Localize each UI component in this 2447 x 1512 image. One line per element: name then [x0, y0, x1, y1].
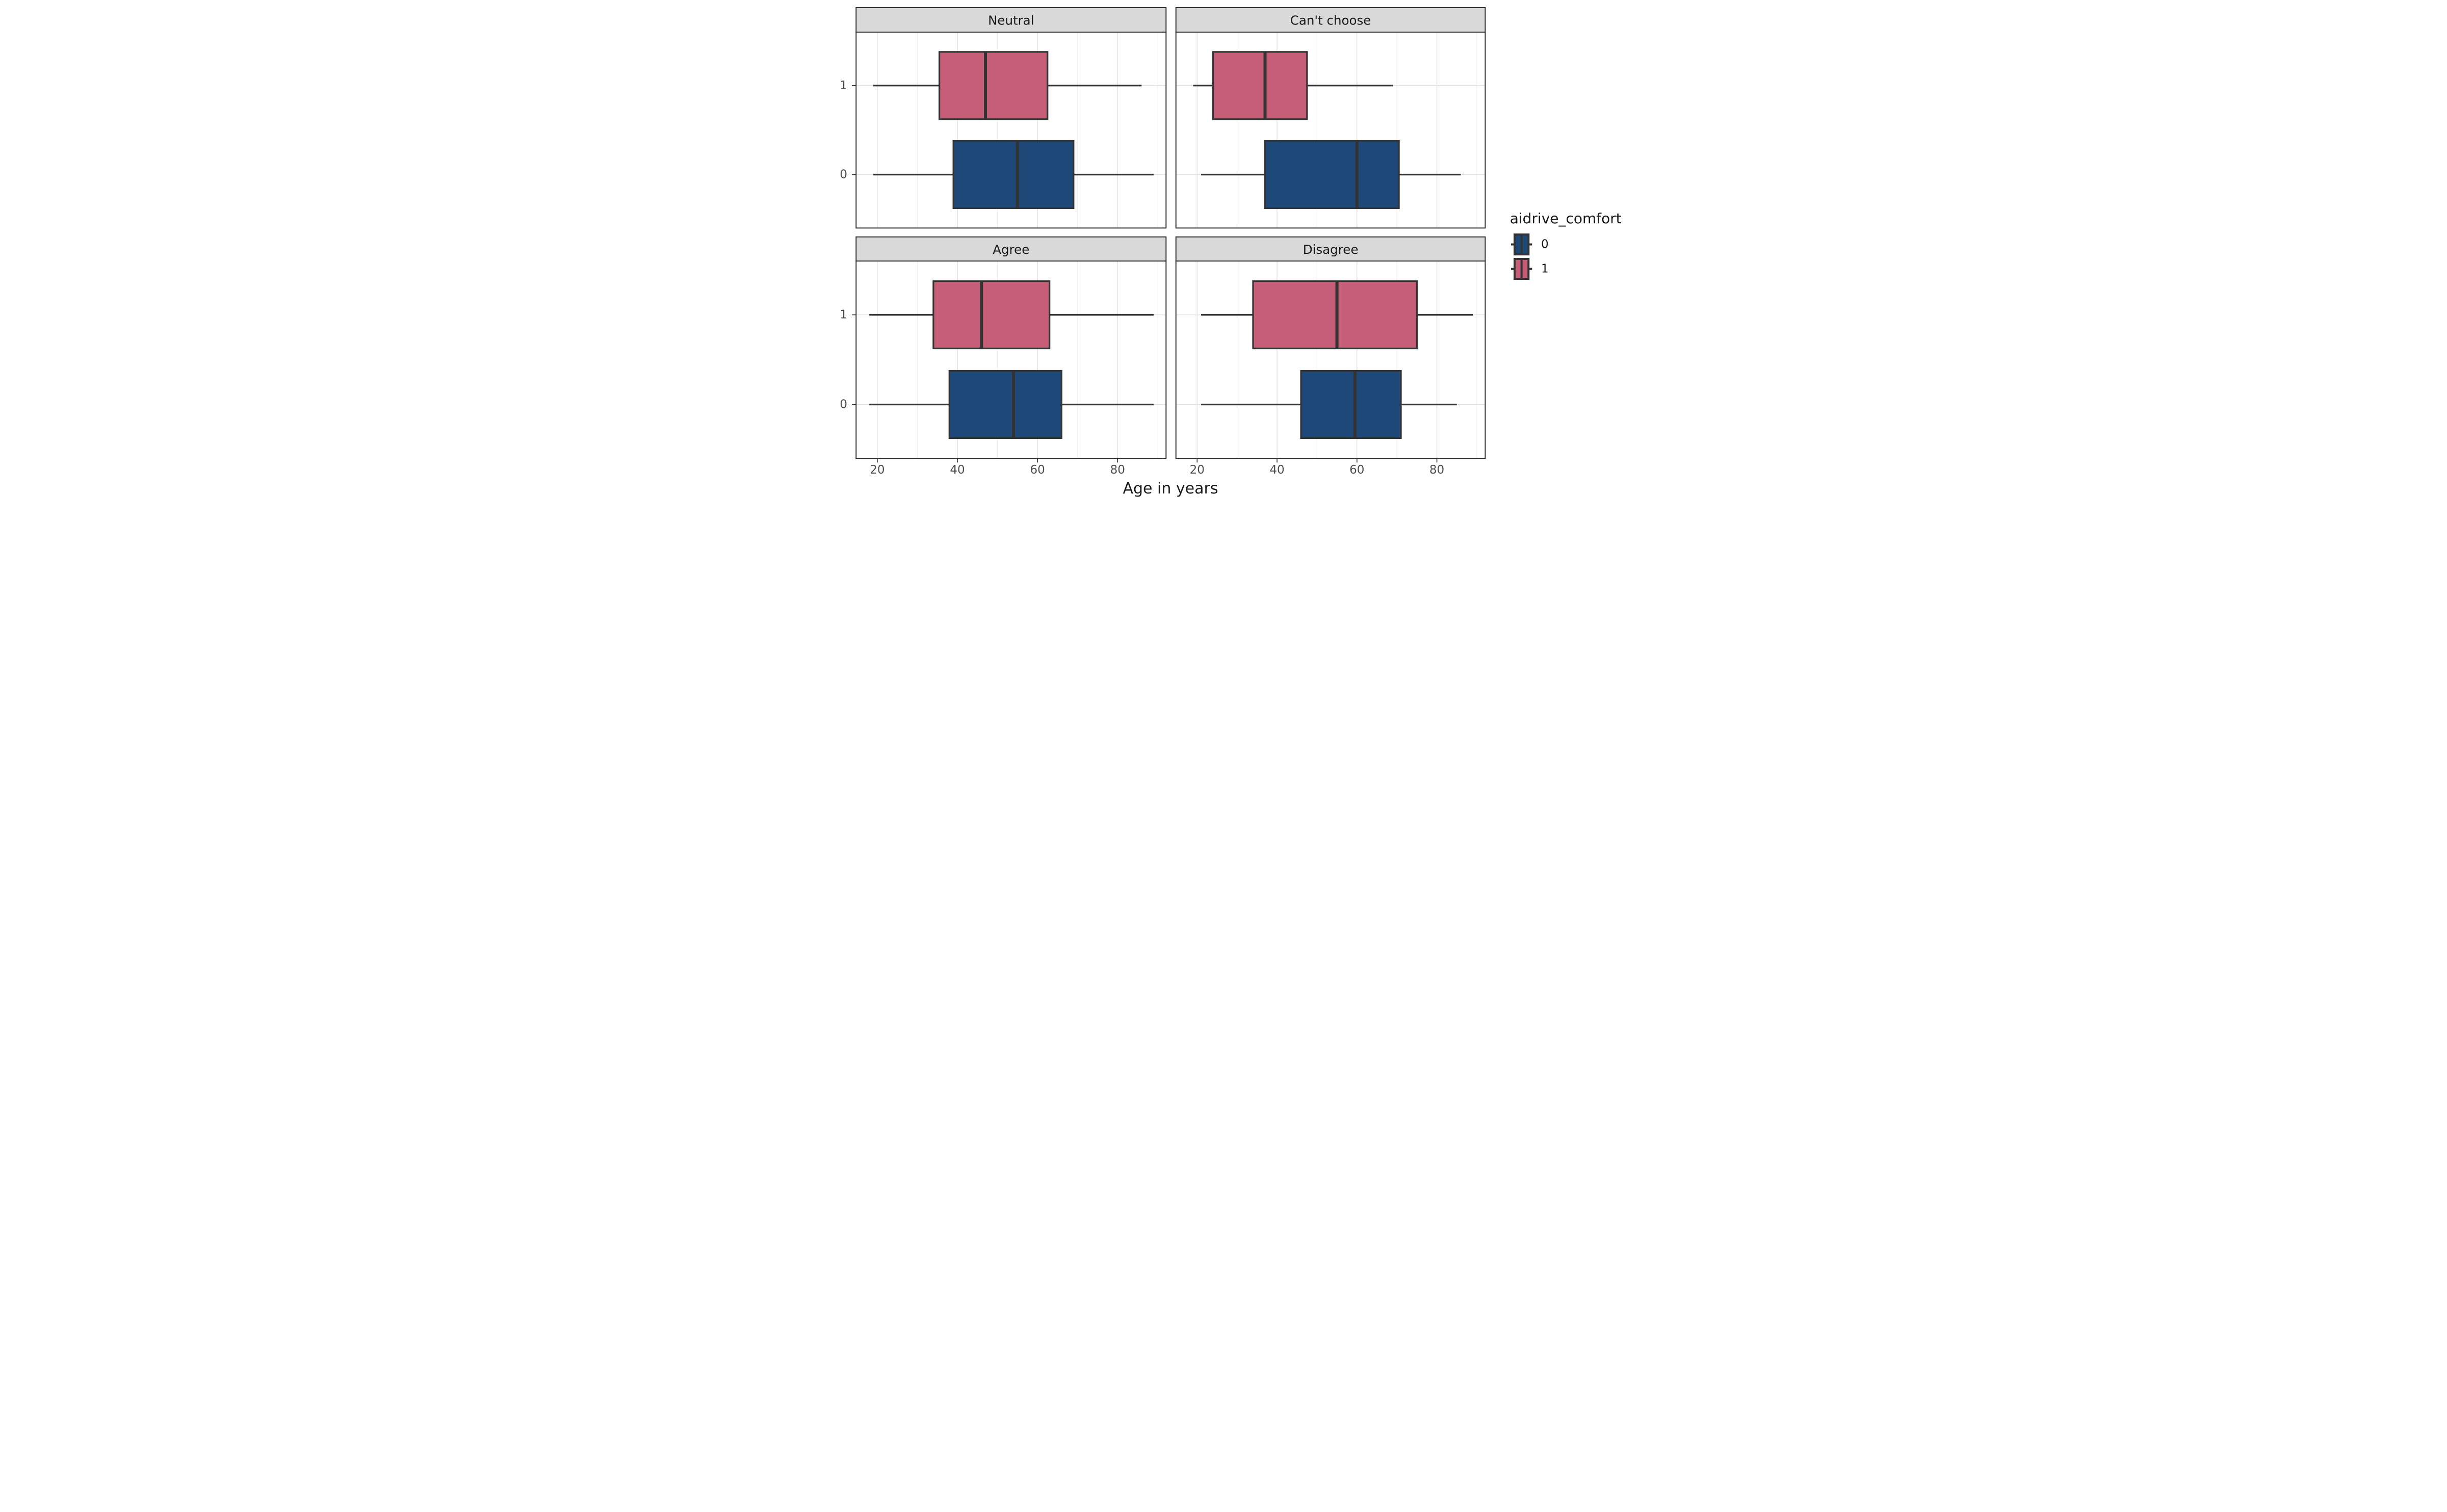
box-iqr-group-0	[952, 140, 1075, 210]
facet-panel-neutral: Neutral	[855, 7, 1167, 229]
legend: aidrive_comfort 0 1	[1510, 210, 1622, 280]
box-iqr-group-0	[1300, 370, 1402, 439]
x-axis-tick-label: 40	[1269, 463, 1284, 477]
facet-panel-agree: Agree	[855, 236, 1167, 459]
facet-strip	[1175, 236, 1486, 262]
facet-strip-label: Can't choose	[1290, 13, 1371, 28]
facet-panel-can-t-choose: Can't choose	[1175, 7, 1486, 229]
y-axis-tick-label: 0	[840, 168, 847, 181]
box-iqr-group-1	[932, 280, 1051, 350]
y-axis-tick-label: 1	[840, 79, 847, 92]
box-iqr-group-1	[1252, 280, 1418, 350]
legend-key-1	[1511, 258, 1532, 280]
faceted-boxplot-chart: Neutral Can't choose Agree Disagree 20 40 60 80…	[840, 7, 1622, 498]
box-iqr-group-0	[948, 370, 1062, 439]
facet-panel-disagree: Disagree	[1175, 236, 1486, 459]
x-axis-tick-label: 80	[1110, 463, 1125, 477]
x-axis-tick-label: 20	[1190, 463, 1205, 477]
x-axis-title: Age in years	[1123, 480, 1218, 498]
panel-border	[1175, 260, 1486, 459]
legend-item-label: 0	[1541, 238, 1549, 251]
x-axis-tick-label: 40	[950, 463, 965, 477]
panel-border	[855, 32, 1167, 229]
facet-strip-label: Neutral	[988, 13, 1034, 28]
y-axis-tick-label: 0	[840, 398, 847, 411]
facet-strip-label: Disagree	[1303, 242, 1359, 257]
box-iqr-group-1	[1212, 51, 1308, 120]
legend-title: aidrive_comfort	[1510, 210, 1622, 227]
facet-strip	[855, 7, 1167, 33]
x-axis-tick-label: 60	[1349, 463, 1364, 477]
legend-item-label: 1	[1541, 263, 1549, 276]
x-axis-tick-label: 80	[1429, 463, 1444, 477]
box-iqr-group-1	[939, 51, 1049, 120]
panel-border	[1175, 32, 1486, 229]
x-axis-tick-label: 20	[870, 463, 884, 477]
x-axis-tick-label: 60	[1030, 463, 1045, 477]
y-axis-tick-label: 1	[840, 308, 847, 322]
facet-strip	[855, 236, 1167, 262]
figure: Neutral Can't choose Agree Disagree 20 40 60 80…	[816, 0, 1631, 504]
box-iqr-group-0	[1264, 140, 1400, 210]
legend-key-0	[1511, 233, 1532, 255]
facet-strip-label: Agree	[993, 242, 1029, 257]
panel-border	[855, 260, 1167, 459]
